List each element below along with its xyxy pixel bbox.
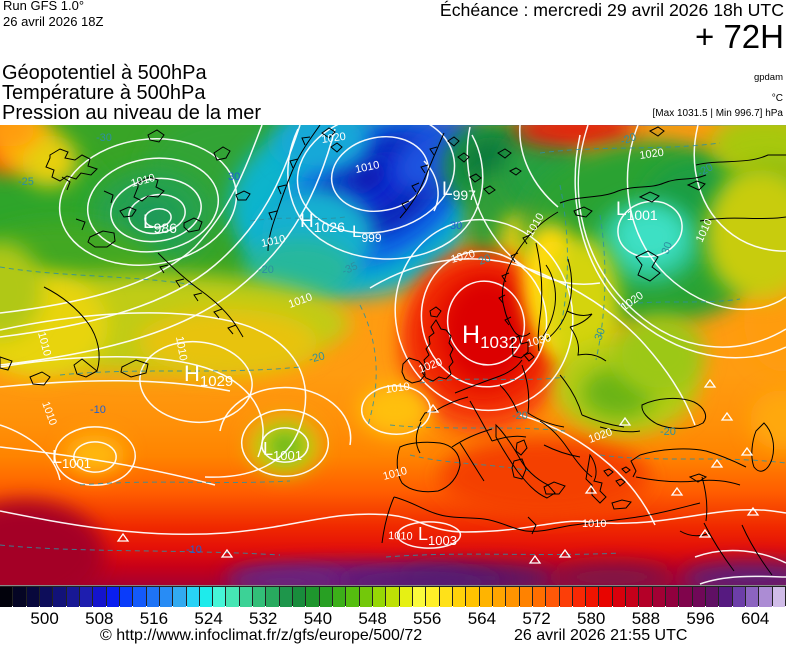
svg-text:-25: -25 <box>18 176 34 188</box>
svg-text:-20: -20 <box>308 350 326 366</box>
svg-text:30: 30 <box>593 326 608 342</box>
svg-text:1010: 1010 <box>173 335 189 361</box>
svg-text:1020: 1020 <box>639 147 665 162</box>
svg-text:-20: -20 <box>258 264 274 276</box>
svg-text:L997: L997 <box>442 179 476 203</box>
svg-text:30: 30 <box>660 240 675 256</box>
svg-text:1010: 1010 <box>385 381 411 396</box>
svg-text:-20: -20 <box>619 131 638 148</box>
svg-text:-10: -10 <box>90 404 106 416</box>
svg-text:1010: 1010 <box>354 159 380 176</box>
svg-text:1020: 1020 <box>321 131 347 146</box>
svg-text:30: 30 <box>450 220 462 232</box>
svg-text:-10: -10 <box>186 544 202 556</box>
svg-text:-20: -20 <box>512 410 528 422</box>
svg-text:1010: 1010 <box>260 233 286 250</box>
svg-text:30: 30 <box>228 171 240 183</box>
svg-text:-20: -20 <box>660 426 676 438</box>
svg-text:20: 20 <box>477 252 493 267</box>
svg-text:1010: 1010 <box>388 530 413 543</box>
svg-text:-30: -30 <box>96 132 112 144</box>
svg-text:1010: 1010 <box>582 518 606 530</box>
